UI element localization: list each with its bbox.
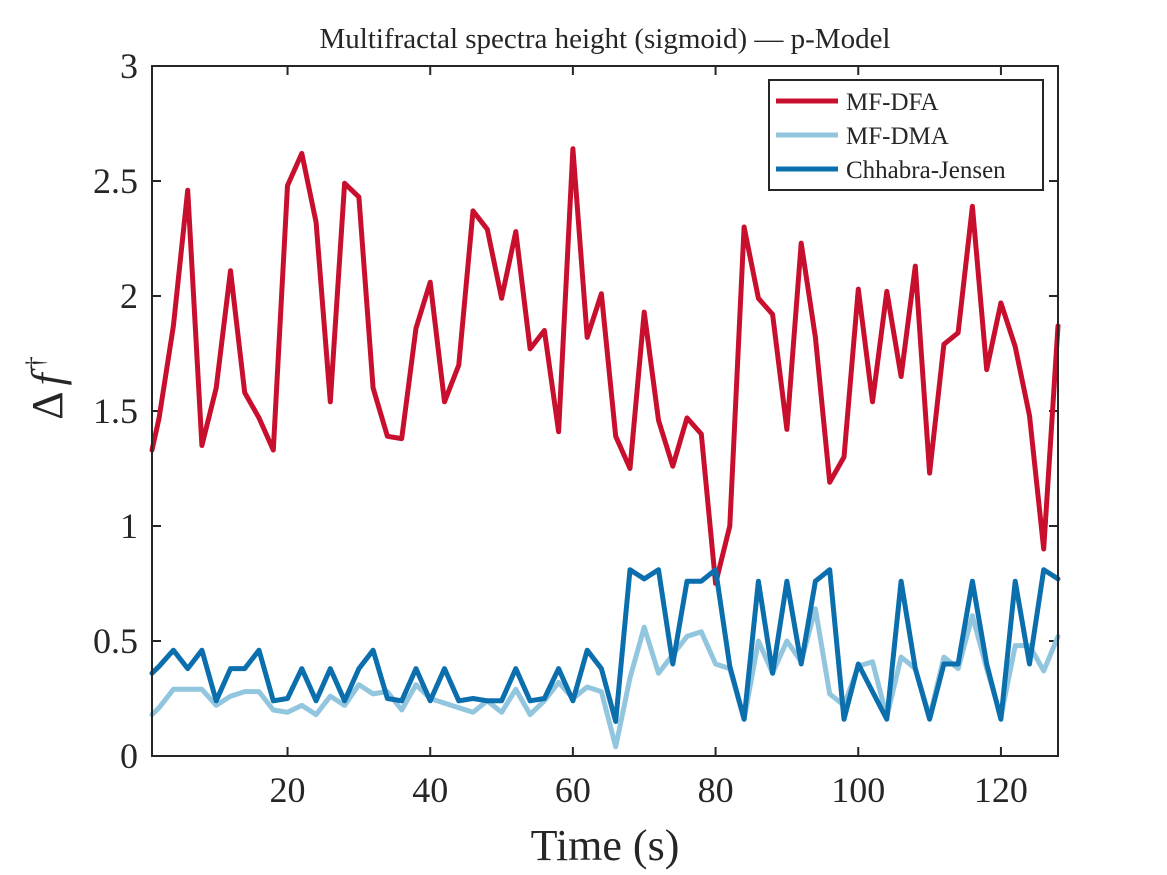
y-tick-label: 1 (120, 506, 138, 546)
y-tick-label: 2.5 (93, 161, 138, 201)
y-tick-label: 3 (120, 46, 138, 86)
y-axis-title: Δf† (21, 356, 72, 420)
legend-items: MF-DFA MF-DMA Chhabra-Jensen (776, 89, 1006, 184)
x-tick-label: 80 (698, 770, 734, 810)
x-tick-label: 40 (412, 770, 448, 810)
series-line-mf-dma (149, 606, 1061, 750)
plot-area-frame (151, 65, 1059, 757)
legend: MF-DFA MF-DMA Chhabra-Jensen (768, 79, 1044, 191)
legend-label-mf-dma: MF-DMA (846, 123, 949, 150)
y-tick-label: 2 (120, 276, 138, 316)
series-line-mf-dfa (149, 146, 1061, 586)
legend-label-chhabra-jensen: Chhabra-Jensen (846, 157, 1006, 184)
x-tick-label: 20 (270, 770, 306, 810)
plot-series (149, 146, 1061, 750)
y-axis-title-superscript: † (21, 356, 50, 369)
x-axis-title: Time (s) (531, 821, 680, 870)
x-tick-label: 100 (831, 770, 885, 810)
series-line-chhabra-jensen (149, 567, 1061, 724)
y-axis-title-delta: Δ (23, 391, 72, 419)
y-tick-label: 1.5 (93, 391, 138, 431)
y-axis-ticks: 0 0.5 1 1.5 2 2.5 3 (93, 46, 1058, 776)
y-tick-label: 0 (120, 736, 138, 776)
chart-title: Multifractal spectra height (sigmoid) — … (320, 23, 891, 55)
y-tick-label: 0.5 (93, 621, 138, 661)
x-tick-label: 120 (974, 770, 1028, 810)
x-axis-ticks: 20 40 60 80 100 120 (270, 66, 1028, 810)
x-tick-label: 60 (555, 770, 591, 810)
legend-label-mf-dfa: MF-DFA (846, 89, 939, 116)
